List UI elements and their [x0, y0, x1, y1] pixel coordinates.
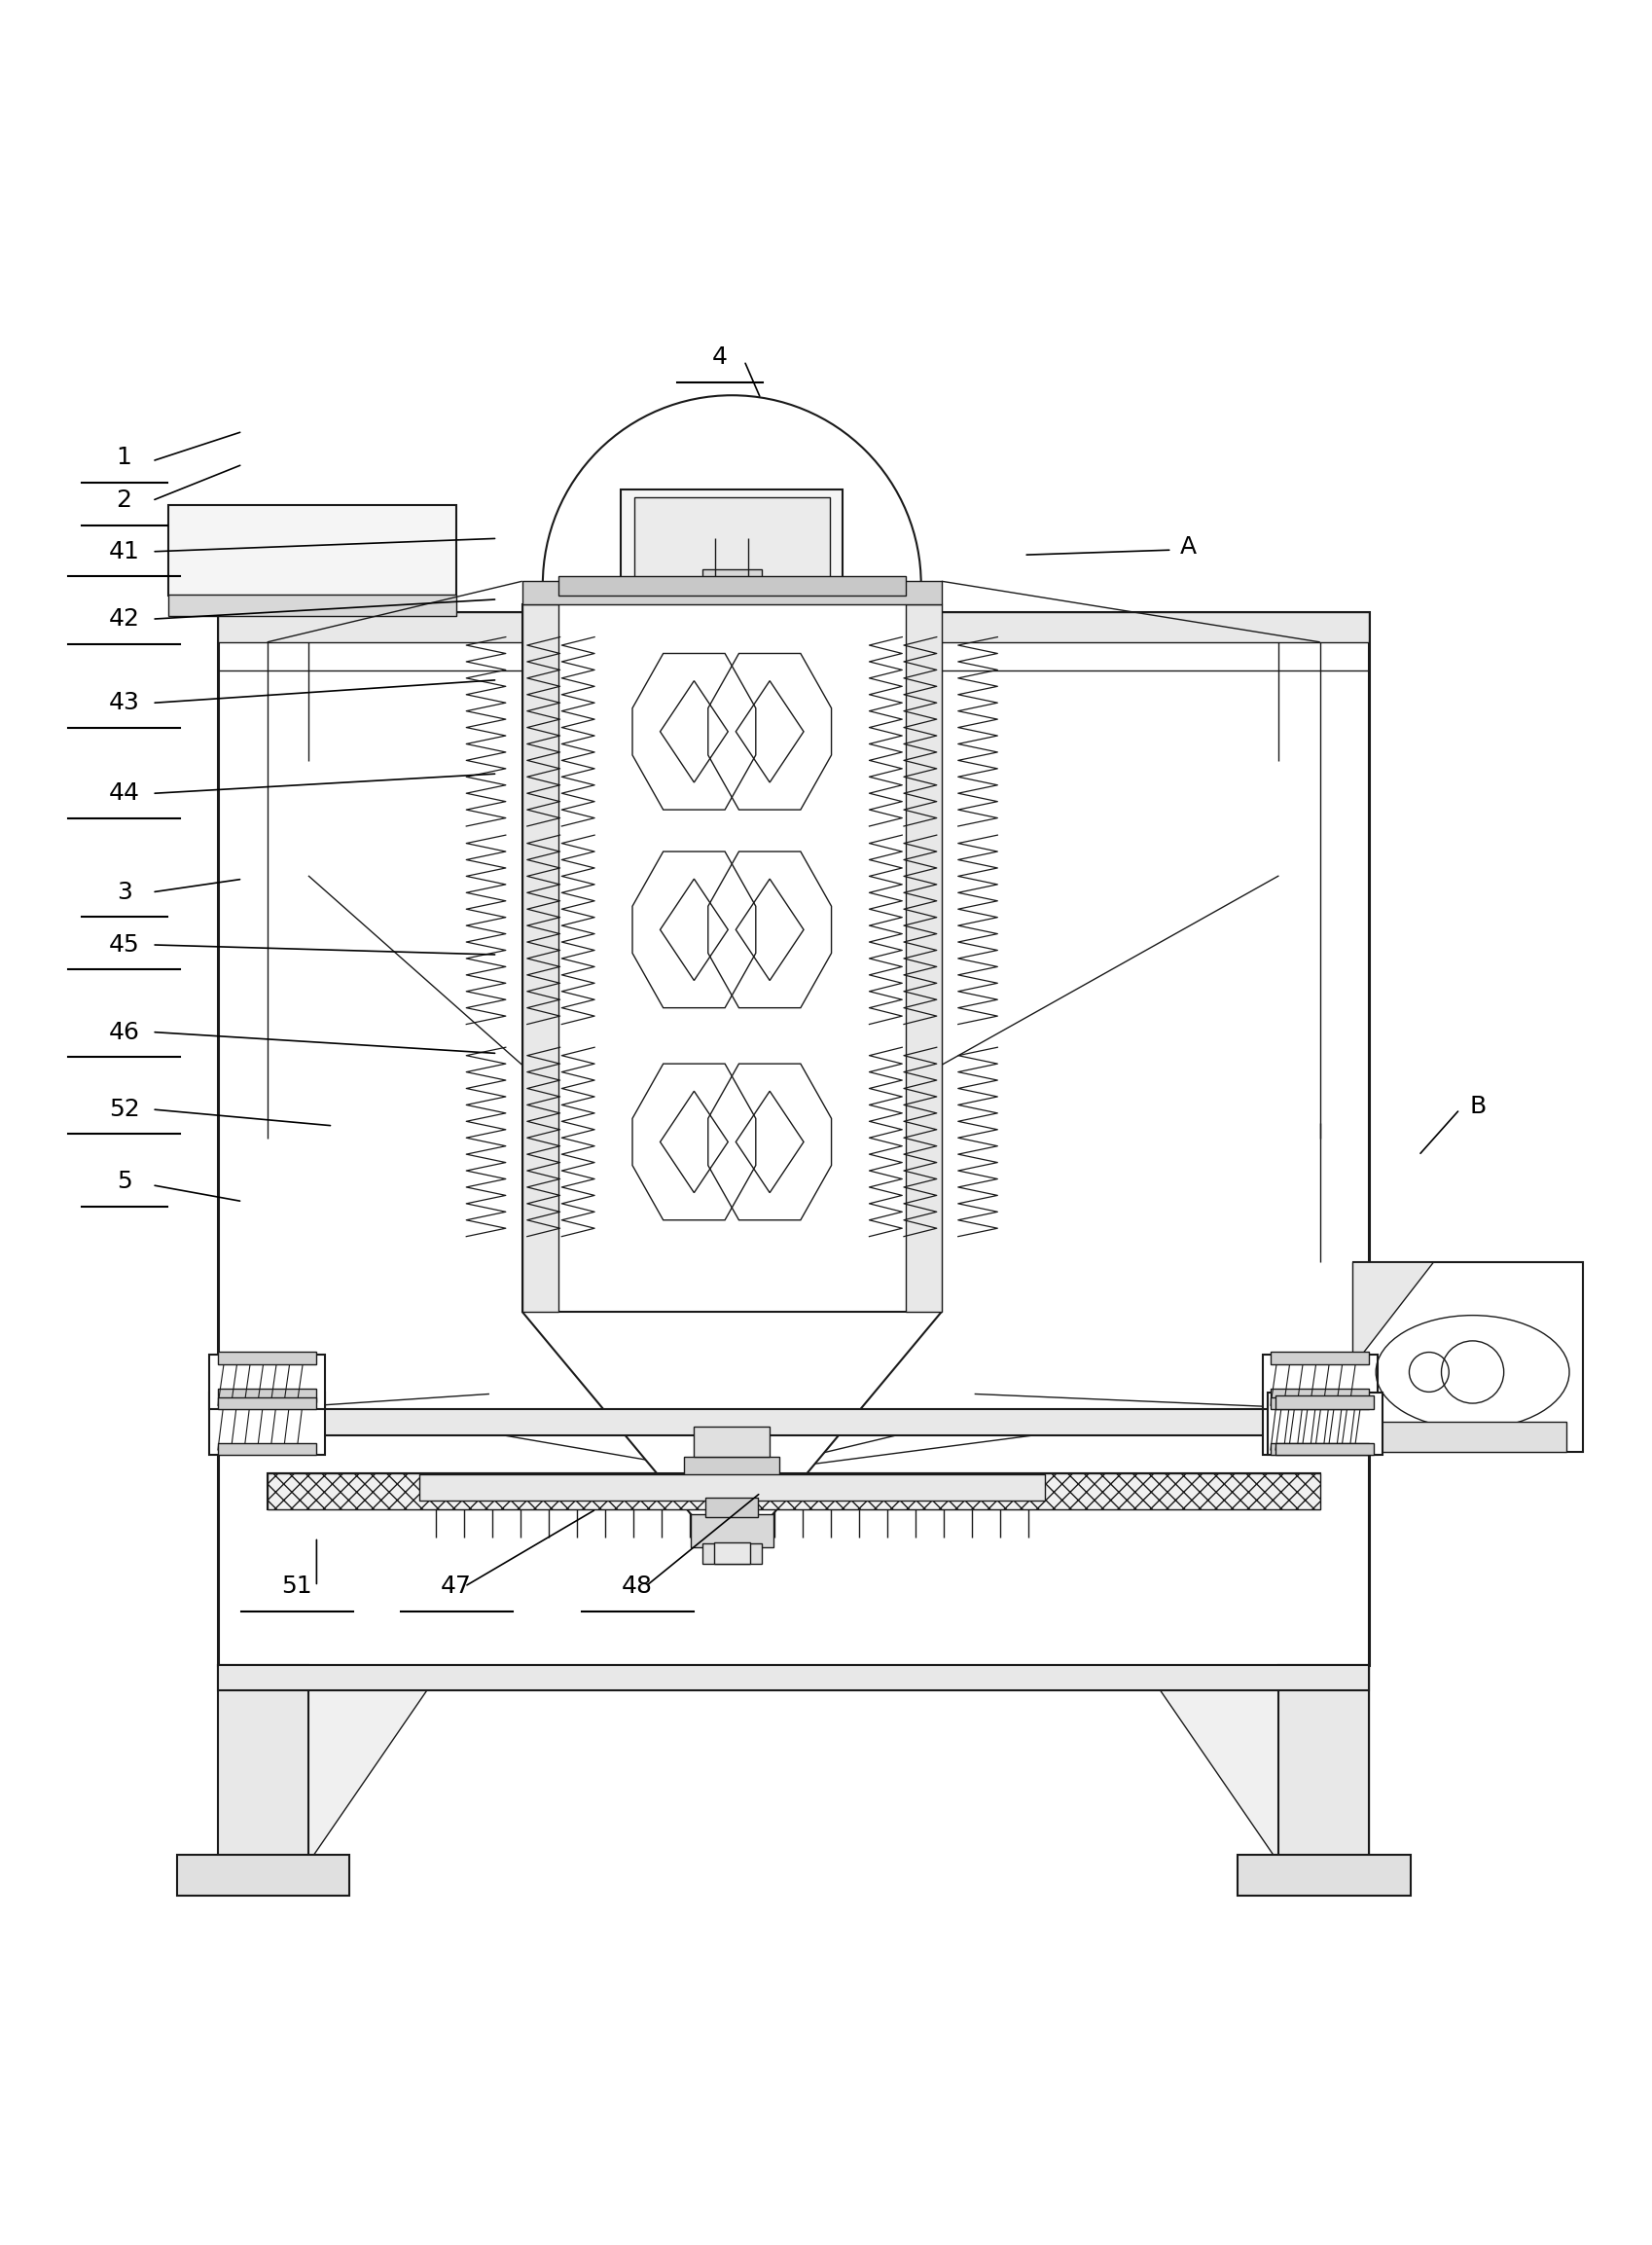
Polygon shape [522, 581, 942, 604]
Polygon shape [1351, 1262, 1432, 1367]
Text: 4: 4 [712, 346, 727, 368]
Polygon shape [1351, 1262, 1583, 1453]
Polygon shape [218, 1666, 309, 1863]
Polygon shape [1237, 1854, 1409, 1895]
Text: 2: 2 [116, 489, 132, 512]
Polygon shape [1270, 1390, 1368, 1403]
Polygon shape [1275, 1444, 1373, 1455]
Polygon shape [218, 613, 1368, 642]
Polygon shape [218, 1666, 444, 1863]
Polygon shape [169, 505, 456, 595]
Polygon shape [218, 1396, 317, 1410]
Text: 46: 46 [109, 1019, 140, 1044]
Text: 44: 44 [109, 781, 140, 806]
Polygon shape [691, 1513, 773, 1547]
Text: 52: 52 [109, 1098, 139, 1120]
Polygon shape [621, 489, 843, 613]
Polygon shape [1270, 1396, 1368, 1410]
Polygon shape [218, 1444, 317, 1455]
Polygon shape [1270, 1351, 1368, 1365]
Text: 48: 48 [621, 1574, 653, 1598]
Polygon shape [905, 604, 942, 1311]
Text: 5: 5 [116, 1170, 132, 1194]
Polygon shape [1270, 1444, 1368, 1455]
Polygon shape [558, 577, 905, 595]
Polygon shape [1275, 1396, 1373, 1410]
Polygon shape [694, 1428, 770, 1457]
Text: 3: 3 [116, 880, 132, 905]
Polygon shape [210, 1354, 324, 1410]
Polygon shape [634, 498, 829, 604]
Polygon shape [522, 604, 942, 1311]
Polygon shape [702, 570, 762, 640]
Text: 45: 45 [109, 934, 139, 956]
Polygon shape [621, 613, 843, 640]
Text: 1: 1 [116, 447, 132, 469]
Polygon shape [1262, 1354, 1376, 1410]
Polygon shape [522, 604, 558, 1311]
Polygon shape [702, 1545, 762, 1563]
Text: A: A [1180, 534, 1196, 559]
Text: B: B [1469, 1093, 1485, 1118]
Polygon shape [420, 1475, 1044, 1502]
Polygon shape [268, 1473, 1320, 1509]
Polygon shape [1262, 1392, 1376, 1455]
Polygon shape [169, 595, 456, 615]
Polygon shape [218, 1390, 317, 1403]
Polygon shape [705, 1497, 758, 1518]
Polygon shape [218, 1666, 1368, 1690]
Polygon shape [522, 1311, 942, 1533]
Polygon shape [177, 1854, 349, 1895]
Polygon shape [714, 1542, 750, 1563]
Polygon shape [691, 626, 773, 640]
Polygon shape [684, 1457, 780, 1493]
Polygon shape [1279, 1666, 1368, 1863]
Text: 43: 43 [109, 691, 139, 714]
Polygon shape [218, 1351, 317, 1365]
Polygon shape [268, 1473, 1320, 1509]
Polygon shape [210, 1392, 324, 1455]
Polygon shape [218, 1410, 1368, 1435]
Polygon shape [1267, 1392, 1381, 1455]
Polygon shape [1143, 1666, 1368, 1863]
Text: 47: 47 [441, 1574, 471, 1598]
Text: 42: 42 [109, 608, 140, 631]
Polygon shape [218, 613, 1368, 1666]
Text: 51: 51 [281, 1574, 312, 1598]
Text: 41: 41 [109, 541, 139, 563]
Polygon shape [1368, 1421, 1566, 1453]
